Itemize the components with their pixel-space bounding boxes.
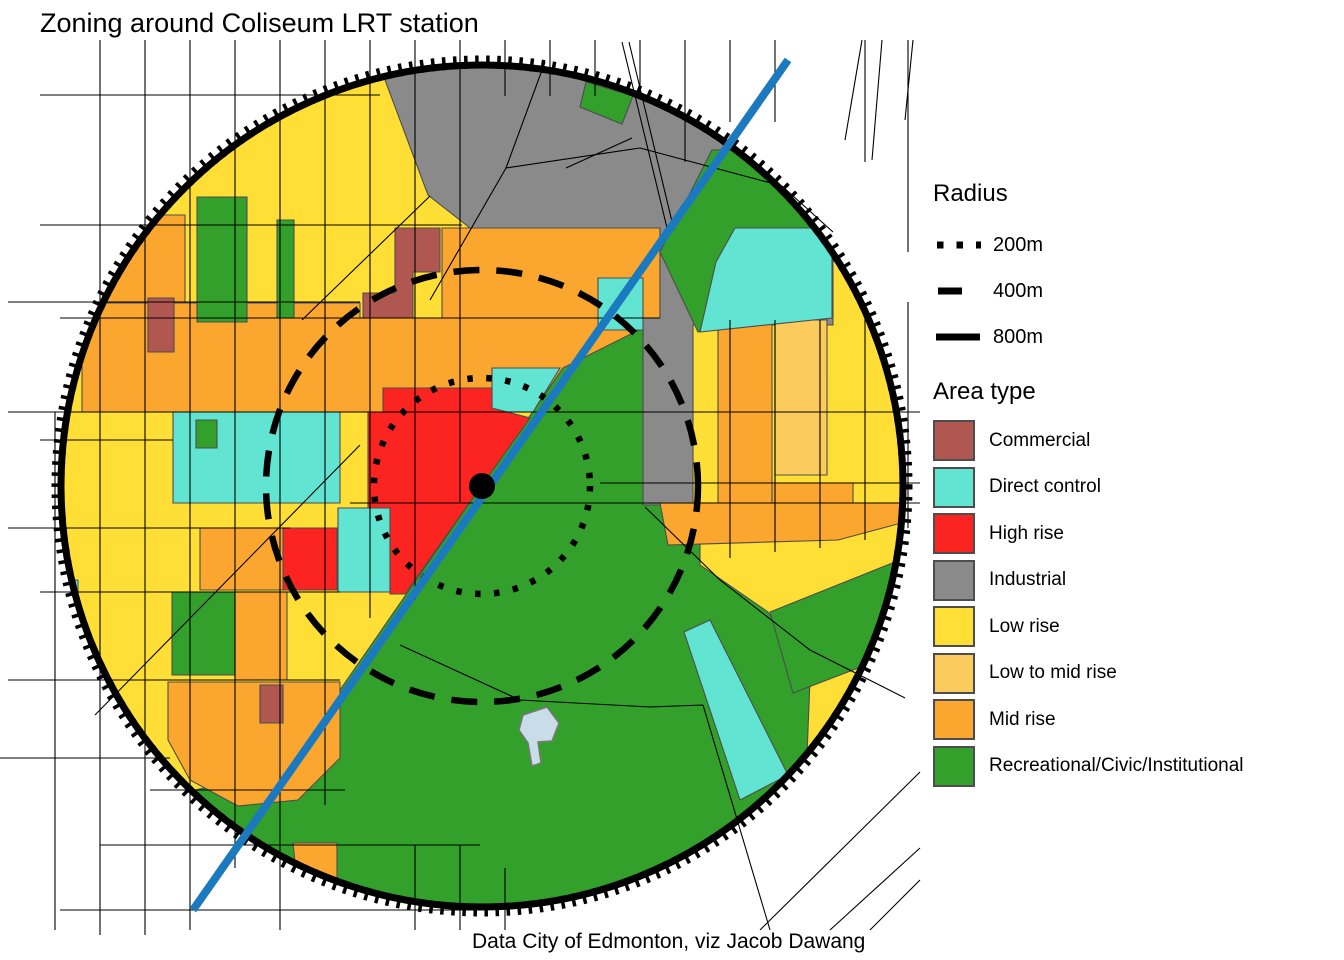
area-legend-item: Industrial xyxy=(933,559,1244,601)
zone-direct_control xyxy=(337,507,391,593)
recreational-swatch xyxy=(933,745,975,787)
area-legend-item: Mid rise xyxy=(933,699,1244,740)
area-type-legend-rows: Commercial Direct control High rise Industr… xyxy=(933,420,1244,787)
area-legend-item: Commercial xyxy=(933,420,1244,461)
ring-400m xyxy=(262,266,702,706)
zone-recreational xyxy=(196,196,248,323)
area-type-legend-title: Area type xyxy=(933,378,1036,405)
radius-legend-label: 400m xyxy=(993,279,1044,302)
zone-mid_rise xyxy=(771,482,854,504)
radius-200m-line-sample xyxy=(937,241,981,249)
area-legend-label: Low to mid rise xyxy=(989,662,1117,683)
station-marker xyxy=(469,473,495,499)
area-legend-label: Direct control xyxy=(989,476,1101,497)
area-type-legend: Area type Commercial Direct control High r… xyxy=(933,378,1244,792)
radius-legend-item-800m: 800m xyxy=(933,317,1043,357)
high_rise-swatch xyxy=(933,513,975,554)
radius-800m-line-sample xyxy=(936,333,980,341)
zone-commercial xyxy=(259,684,284,724)
area-legend-label: Recreational/Civic/Institutional xyxy=(989,755,1244,776)
radius-legend-label: 800m xyxy=(993,325,1044,348)
area-legend-item: Direct control xyxy=(933,466,1244,508)
zone-recreational xyxy=(579,81,634,125)
ring-800m xyxy=(57,61,907,911)
industrial-swatch xyxy=(933,559,975,601)
area-legend-item: Recreational/Civic/Institutional xyxy=(933,745,1244,787)
area-legend-label: Industrial xyxy=(989,569,1067,590)
radius-legend-title: Radius xyxy=(933,180,1008,207)
commercial-swatch xyxy=(933,420,975,461)
area-legend-item: Low to mid rise xyxy=(933,652,1244,694)
zone-recreational xyxy=(195,419,218,449)
page-title: Zoning around Coliseum LRT station xyxy=(40,8,479,38)
area-legend-label: Low rise xyxy=(989,615,1060,637)
area-legend-label: High rise xyxy=(989,522,1064,544)
direct_control-swatch xyxy=(933,466,975,508)
low_rise-swatch xyxy=(933,606,975,647)
area-legend-label: Mid rise xyxy=(989,708,1056,730)
data-source-caption: Data City of Edmonton, viz Jacob Dawang xyxy=(472,930,866,953)
zone-commercial xyxy=(147,297,175,353)
area-legend-item: High rise xyxy=(933,513,1244,554)
pond xyxy=(518,706,560,767)
radius-legend-label: 200m xyxy=(993,233,1044,256)
radius-rings xyxy=(51,55,913,917)
mid_rise-swatch xyxy=(933,699,975,740)
zone-mid_rise xyxy=(234,591,288,681)
radius-legend-rows: 200m 400m 800m xyxy=(933,225,1043,357)
area-legend-item: Low rise xyxy=(933,606,1244,647)
area-legend-label: Commercial xyxy=(989,429,1091,451)
low_to_mid_rise-swatch xyxy=(933,652,975,694)
road-network xyxy=(0,39,921,935)
zone-high_rise xyxy=(282,527,338,591)
zone-low_to_mid_rise xyxy=(774,319,828,476)
radius-legend: Radius 200m 400m 800m xyxy=(933,180,1043,363)
radius-legend-item-400m: 400m xyxy=(933,271,1043,311)
ring-200m xyxy=(370,374,594,598)
radius-400m-line-sample xyxy=(938,287,962,295)
radius-legend-item-200m: 200m xyxy=(933,225,1043,265)
